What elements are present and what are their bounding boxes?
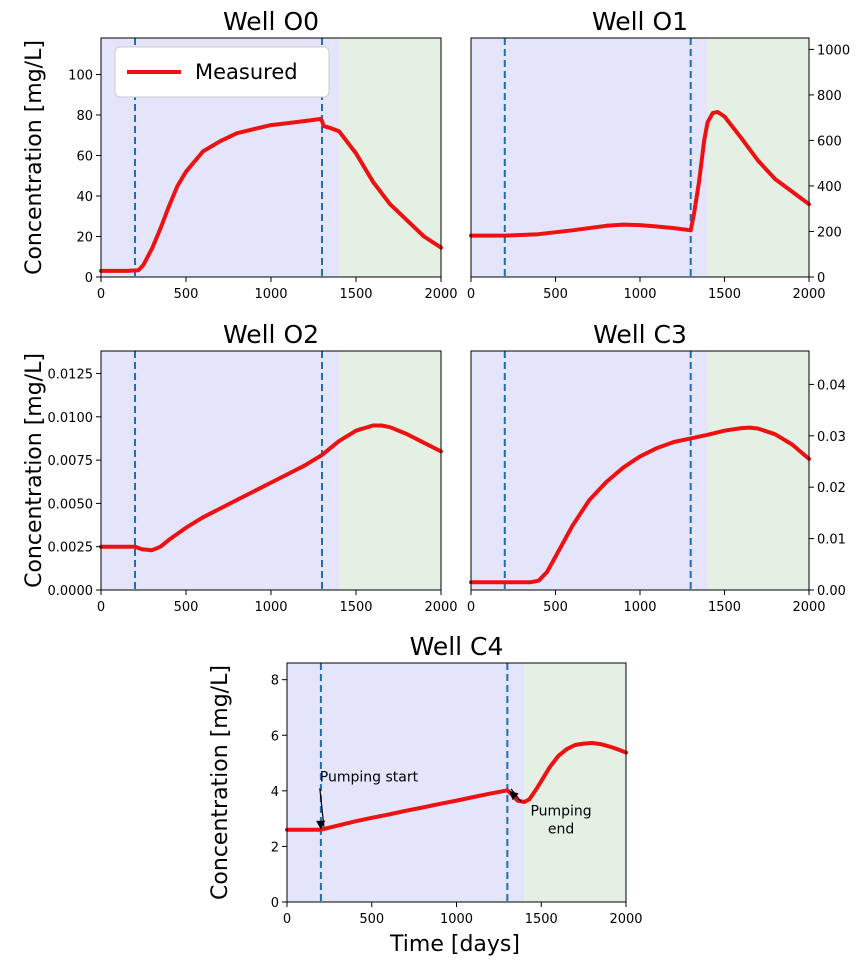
x-tick-label: 1500 <box>708 600 741 615</box>
x-tick-label: 0 <box>283 912 291 927</box>
y-axis-label: Concentration [mg/L] <box>22 353 47 588</box>
pumping-period-shade <box>101 351 339 590</box>
y-tick-label: 0.0025 <box>48 541 94 556</box>
legend: Measured <box>114 46 330 98</box>
series-line-measured <box>285 741 628 832</box>
y-tick-label: 20 <box>76 230 93 245</box>
y-tick-label: 0.01 <box>817 533 846 548</box>
x-tick-label: 1000 <box>440 912 473 927</box>
y-tick-label: 0 <box>817 271 825 286</box>
x-tick-label: 2000 <box>792 287 825 302</box>
y-tick-label: 400 <box>817 180 842 195</box>
x-tick-label: 1500 <box>525 912 558 927</box>
x-tick-label: 500 <box>543 600 568 615</box>
y-tick-label: 200 <box>817 225 842 240</box>
x-axis-label: Time [days] <box>389 932 520 957</box>
recovery-period-shade <box>339 38 441 277</box>
panel-well-c4: 0 500 1000 1500 2000 0 2 4 6 8 Well C4 Concentratio… <box>208 632 643 927</box>
x-tick-label: 0 <box>467 600 475 615</box>
y-tick-label: 1000 <box>817 43 850 58</box>
x-tick-label: 500 <box>174 287 199 302</box>
x-tick-label: 1000 <box>623 600 656 615</box>
y-tick-label: 100 <box>68 68 93 83</box>
legend-box <box>114 46 330 98</box>
annotation-arrow-head <box>509 790 519 801</box>
x-tick-label: 1500 <box>339 287 372 302</box>
x-tick-label: 2000 <box>609 912 642 927</box>
recovery-period-shade <box>707 351 809 590</box>
x-tick-label: 0 <box>467 287 475 302</box>
y-tick-label: 800 <box>817 89 842 104</box>
x-tick-label: 500 <box>543 287 568 302</box>
x-tick-label: 0 <box>97 287 105 302</box>
x-tick-label: 1000 <box>254 287 287 302</box>
panel-title: Well O0 <box>223 7 319 36</box>
recovery-period-shade <box>707 38 809 277</box>
pumping-period-shade <box>287 663 525 902</box>
x-tick-label: 500 <box>359 912 384 927</box>
recovery-period-shade <box>339 351 441 590</box>
y-tick-label: 0.04 <box>817 378 846 393</box>
x-tick-label: 2000 <box>424 287 457 302</box>
annotation-pumping-end: Pumping end <box>509 788 592 838</box>
y-tick-label: 4 <box>271 785 279 800</box>
y-tick-label: 0.0000 <box>48 584 94 599</box>
y-tick-label: 80 <box>76 109 93 124</box>
panel-well-o2: 0 500 1000 1500 2000 0.0000 0.0025 0.0050 0.0075… <box>22 320 458 615</box>
y-axis-label: Concentration [mg/L] <box>208 665 233 900</box>
y-tick-label: 60 <box>76 149 93 164</box>
annotation-pumping-start: Pumping start <box>316 769 419 830</box>
panel-title: Well C3 <box>593 320 687 349</box>
panel-title: Well O2 <box>223 320 319 349</box>
y-tick-label: 0.02 <box>817 481 846 496</box>
y-tick-label: 8 <box>271 674 279 689</box>
annotation-text: Pumping <box>530 804 591 820</box>
y-tick-label: 0.0075 <box>48 454 94 469</box>
y-tick-label: 0 <box>85 271 93 286</box>
x-tick-label: 0 <box>97 600 105 615</box>
x-tick-label: 1500 <box>708 287 741 302</box>
panel-title: Well O1 <box>592 7 688 36</box>
annotation-text: Pumping start <box>320 769 419 785</box>
y-tick-label: 0.0125 <box>48 368 94 383</box>
x-tick-label: 500 <box>174 600 199 615</box>
series-line-measured <box>99 117 443 273</box>
pumping-period-shade <box>471 351 708 590</box>
legend-label-measured: Measured <box>195 60 298 84</box>
annotation-text: end <box>548 822 574 838</box>
y-tick-label: 0.03 <box>817 430 846 445</box>
panel-well-o0: 0 500 1000 1500 2000 0 20 40 60 80 100 Well O0 Conce… <box>22 7 458 302</box>
y-tick-label: 40 <box>76 190 93 205</box>
series-line-measured <box>99 423 443 553</box>
panel-title: Well C4 <box>410 632 504 661</box>
y-tick-label: 0.0050 <box>48 497 94 512</box>
x-tick-label: 2000 <box>424 600 457 615</box>
pumping-period-shade <box>471 38 708 277</box>
y-tick-label: 2 <box>271 840 279 855</box>
annotation-arrow-line <box>319 788 325 827</box>
y-axis-label: Concentration [mg/L] <box>22 40 47 275</box>
y-tick-label: 0 <box>271 896 279 911</box>
x-tick-label: 2000 <box>792 600 825 615</box>
annotation-arrow-head <box>316 820 326 830</box>
y-tick-label: 600 <box>817 134 842 149</box>
y-tick-label: 0.0100 <box>48 411 94 426</box>
y-tick-label: 6 <box>271 729 279 744</box>
x-tick-label: 1000 <box>623 287 656 302</box>
y-tick-label: 0.00 <box>817 584 846 599</box>
series-line-measured <box>469 425 811 585</box>
x-tick-label: 1500 <box>339 600 372 615</box>
series-line-measured <box>469 110 811 238</box>
x-tick-label: 1000 <box>254 600 287 615</box>
